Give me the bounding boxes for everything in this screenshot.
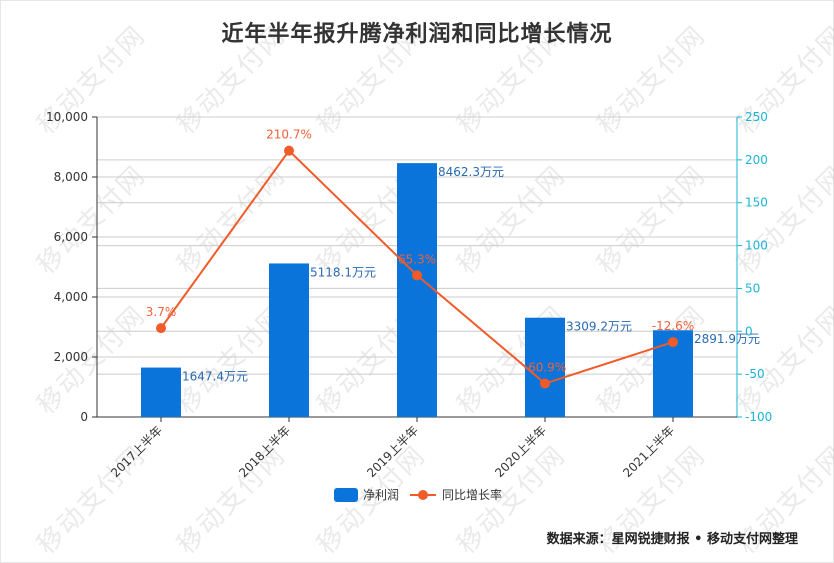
growth-rate-point[interactable] (668, 337, 678, 348)
x-axis-tick-label: 2017上半年 (108, 423, 165, 480)
bar-2017上半年[interactable] (141, 367, 181, 417)
right-axis-tick-label: 100 (745, 239, 768, 253)
left-axis-tick-label: 10,000 (46, 110, 88, 124)
bar-2019上半年[interactable] (397, 163, 437, 417)
legend-line-label[interactable]: 同比增长率 (442, 487, 502, 502)
right-axis-tick-label: 50 (745, 281, 760, 295)
legend-bar-swatch[interactable] (334, 488, 358, 502)
x-axis-tick-label: 2021上半年 (620, 423, 677, 480)
growth-rate-point[interactable] (284, 145, 294, 156)
right-axis-tick-label: 250 (745, 110, 768, 124)
x-axis-tick-label: 2018上半年 (236, 423, 293, 480)
growth-rate-label: 3.7% (146, 305, 177, 319)
growth-rate-point[interactable] (412, 270, 422, 281)
x-axis-tick-label: 2019上半年 (364, 423, 421, 480)
legend-line-marker[interactable] (418, 490, 428, 500)
bar-2020上半年[interactable] (525, 317, 565, 417)
chart-title: 近年半年报升腾净利润和同比增长情况 (221, 22, 613, 47)
bar-value-label: 1647.4万元 (182, 370, 248, 384)
bar-value-label: 3309.2万元 (566, 320, 632, 334)
right-axis-tick-label: 0 (745, 324, 753, 338)
left-axis-tick-label: 8,000 (54, 170, 88, 184)
growth-rate-label: 210.7% (266, 128, 312, 142)
x-axis-tick-label: 2020上半年 (492, 423, 549, 480)
bar-2018上半年[interactable] (269, 263, 309, 417)
legend-bar-label[interactable]: 净利润 (363, 488, 399, 502)
left-axis-tick-label: 6,000 (54, 230, 88, 244)
data-source-note: 数据来源：星网锐捷财报 • 移动支付网整理 (546, 532, 798, 547)
right-axis-tick-label: -100 (745, 410, 772, 424)
growth-rate-label: -60.9% (524, 360, 566, 374)
left-axis-tick-label: 0 (80, 410, 88, 424)
right-axis-tick-label: -50 (745, 367, 765, 381)
right-axis-tick-label: 150 (745, 196, 768, 210)
bar-value-label: 5118.1万元 (310, 265, 376, 279)
left-axis-tick-label: 2,000 (54, 350, 88, 364)
bar-value-label: 8462.3万元 (438, 165, 504, 179)
growth-rate-point[interactable] (156, 323, 166, 334)
growth-rate-point[interactable] (540, 378, 550, 389)
bar-value-label: 2891.9万元 (694, 332, 760, 346)
right-axis-tick-label: 200 (745, 153, 768, 167)
left-axis-tick-label: 4,000 (54, 290, 88, 304)
growth-rate-label: -12.6% (652, 319, 694, 333)
growth-rate-label: 65.3% (398, 252, 436, 266)
